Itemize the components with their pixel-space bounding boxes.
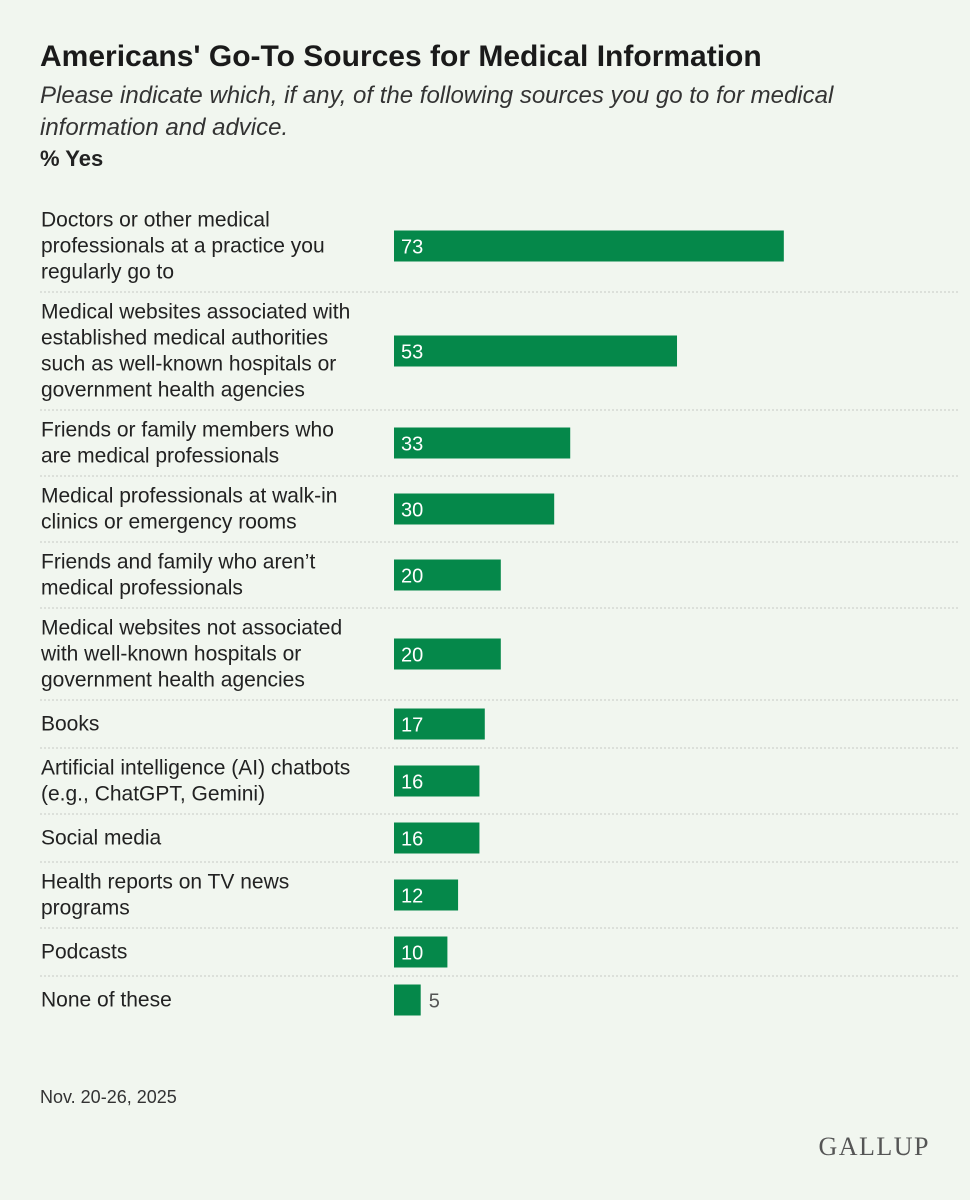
bar: [394, 822, 480, 854]
category-label-line: clinics or emergency rooms: [41, 511, 297, 534]
category-label-line: Medical professionals at walk-in: [41, 485, 337, 508]
measure-label: % Yes: [40, 146, 104, 171]
category-label: Doctors or other medical professionals at…: [41, 209, 325, 284]
category-label: Medical websites not associated with well…: [40, 617, 342, 692]
category-label: Books: [41, 713, 99, 736]
bar: [394, 559, 501, 591]
bar: [394, 638, 501, 670]
bar-value-label: 10: [401, 943, 423, 965]
category-label-line: Doctors or other medical: [41, 209, 270, 232]
bar-value-label: 20: [401, 645, 423, 667]
bar-value-label: 16: [401, 772, 423, 794]
category-label-line: Social media: [41, 827, 162, 850]
category-label-line: with well-known hospitals or: [40, 643, 301, 666]
category-label-line: government health agencies: [41, 669, 305, 692]
category-label-line: medical professionals: [41, 577, 243, 600]
gallup-logo: GALLUP: [818, 1132, 930, 1161]
bar: [394, 879, 459, 911]
bar-value-label: 12: [401, 886, 423, 908]
category-label-line: Friends and family who aren’t: [41, 551, 315, 574]
category-label-line: Health reports on TV news: [41, 871, 289, 894]
chart-title: Americans' Go-To Sources for Medical Inf…: [40, 40, 762, 73]
category-label-line: None of these: [41, 989, 172, 1012]
category-label-line: government health agencies: [41, 379, 305, 402]
bar-value-label: 5: [429, 991, 440, 1013]
bar: [394, 493, 555, 525]
category-label-line: such as well-known hospitals or: [41, 353, 336, 376]
bar: [394, 427, 571, 459]
category-label-line: (e.g., ChatGPT, Gemini): [41, 783, 265, 806]
category-label-line: established medical authorities: [41, 327, 328, 350]
category-label: Medical websites associated with establis…: [41, 301, 350, 402]
category-label: Friends or family members who are medical…: [41, 419, 334, 468]
category-label-line: Podcasts: [41, 941, 127, 964]
category-label-line: Books: [41, 713, 99, 736]
category-label: Health reports on TV news programs: [41, 871, 289, 920]
bar-value-label: 17: [401, 715, 423, 737]
category-label: Friends and family who aren’t medical pro…: [41, 551, 315, 600]
category-label-line: regularly go to: [41, 261, 174, 284]
category-label-line: Friends or family members who: [41, 419, 334, 442]
category-label-line: professionals at a practice you: [41, 235, 325, 258]
category-label: Artificial intelligence (AI) chatbots (e.…: [41, 757, 350, 806]
chart-subtitle: Please indicate which, if any, of the fo…: [40, 82, 834, 141]
bar: [394, 335, 678, 367]
bar: [394, 708, 485, 740]
category-label-line: Artificial intelligence (AI) chatbots: [41, 757, 350, 780]
bar-value-label: 30: [401, 500, 423, 522]
category-label-line: Medical websites not associated: [41, 617, 342, 640]
bar-value-label: 53: [401, 342, 423, 364]
survey-date-note: Nov. 20-26, 2025: [40, 1087, 177, 1107]
category-label-line: Medical websites associated with: [41, 301, 350, 324]
category-label: Podcasts: [41, 941, 127, 964]
category-label: Social media: [41, 827, 162, 850]
bar: [394, 765, 480, 797]
bar-value-label: 33: [401, 434, 423, 456]
bar-value-label: 73: [401, 237, 423, 259]
bar-value-label: 16: [401, 829, 423, 851]
category-label: Medical professionals at walk-in clinics …: [41, 485, 337, 534]
category-label-line: are medical professionals: [41, 445, 279, 468]
bar: [394, 936, 448, 968]
category-label: None of these: [41, 989, 172, 1012]
bar: [394, 230, 784, 262]
category-label-line: programs: [41, 897, 130, 920]
bar: [394, 984, 421, 1016]
bar-value-label: 20: [401, 566, 423, 588]
